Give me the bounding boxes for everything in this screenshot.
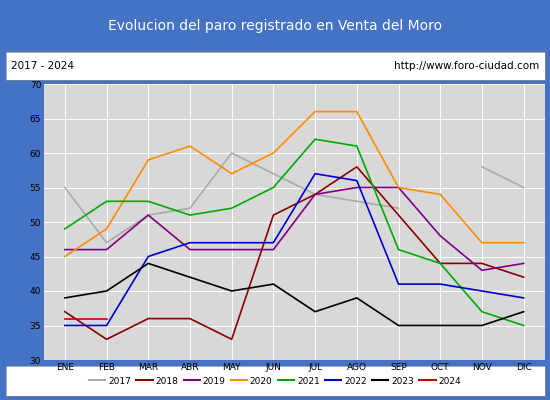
Text: Evolucion del paro registrado en Venta del Moro: Evolucion del paro registrado en Venta d… [108,19,442,33]
Legend: 2017, 2018, 2019, 2020, 2021, 2022, 2023, 2024: 2017, 2018, 2019, 2020, 2021, 2022, 2023… [86,373,464,389]
Text: http://www.foro-ciudad.com: http://www.foro-ciudad.com [394,61,539,71]
Text: 2017 - 2024: 2017 - 2024 [11,61,74,71]
